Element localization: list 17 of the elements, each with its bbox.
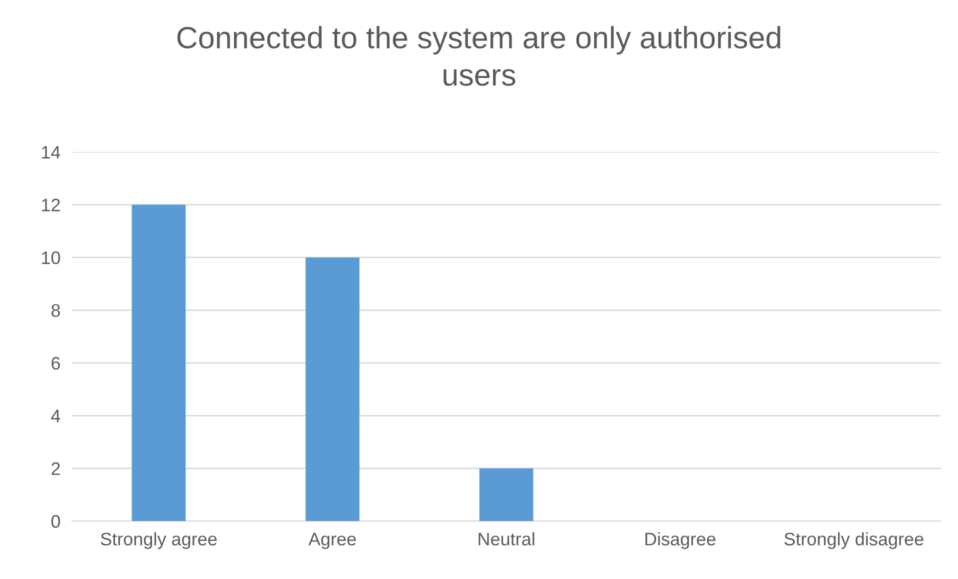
y-tick-label: 0 (51, 515, 60, 528)
x-tick-label: Agree (308, 532, 356, 550)
chart-title: Connected to the system are only authorised users (177, 26, 780, 86)
y-tick-label: 2 (52, 462, 60, 475)
bar (132, 204, 186, 522)
y-tick-label: 8 (51, 304, 60, 317)
x-tick-label: Neutral (478, 532, 534, 546)
y-tick-label: 4 (51, 410, 60, 422)
y-tick-label: 14 (42, 146, 60, 159)
y-tick-label: 10 (42, 251, 60, 264)
bar (479, 468, 534, 522)
x-tick-label: Strongly agree (100, 532, 217, 550)
y-tick-label: 6 (52, 356, 60, 370)
bar (306, 257, 360, 522)
y-tick-label: 12 (42, 198, 60, 212)
x-tick-label: Disagree (645, 532, 716, 550)
x-tick-label: Strongly disagree (784, 532, 924, 550)
